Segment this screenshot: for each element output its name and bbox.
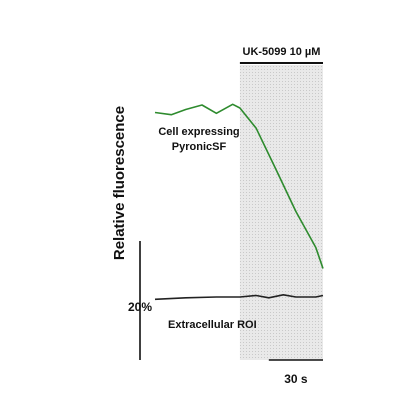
series-label-pyronicsf-line2: PyronicSF: [172, 141, 227, 153]
y-scale-label: 20%: [128, 300, 152, 314]
y-axis-label: Relative fluorescence: [111, 106, 128, 260]
series-label-pyronicsf-line1: Cell expressing: [158, 126, 239, 138]
series-layer: [154, 103, 324, 301]
treatment-dotted-texture: [239, 65, 323, 360]
series-line-extracellular-roi: [154, 293, 324, 301]
series-label-extracellular: Extracellular ROI: [168, 319, 257, 331]
treatment-label: UK-5099 10 µM: [243, 46, 321, 58]
x-scale-label: 30 s: [284, 372, 308, 386]
series-line-pyronicsf: [154, 103, 324, 269]
